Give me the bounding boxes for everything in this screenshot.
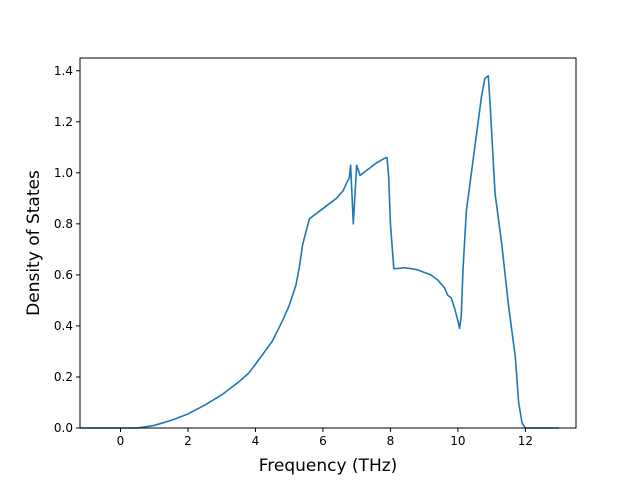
y-tick-label: 0.2 <box>54 370 73 384</box>
y-tick-label: 0.6 <box>54 268 73 282</box>
x-tick-label: 0 <box>117 434 125 448</box>
x-tick-label: 4 <box>252 434 260 448</box>
x-axis-label: Frequency (THz) <box>259 456 398 476</box>
x-axis: 0 2 4 6 8 10 12 <box>117 428 533 448</box>
x-tick-label: 2 <box>184 434 192 448</box>
plot-area <box>80 75 560 429</box>
dos-line-series-0 <box>80 75 560 429</box>
y-tick-label: 0.8 <box>54 217 73 231</box>
x-tick-label: 12 <box>518 434 533 448</box>
x-tick-label: 8 <box>387 434 395 448</box>
y-axis-label: Density of States <box>24 170 44 316</box>
axes-frame <box>79 57 577 429</box>
y-tick-label: 1.2 <box>54 115 73 129</box>
y-tick-label: 0.4 <box>54 319 73 333</box>
y-tick-label: 1.4 <box>54 64 73 78</box>
y-tick-label: 1.0 <box>54 166 73 180</box>
x-tick-label: 10 <box>450 434 465 448</box>
y-tick-label: 0.0 <box>54 421 73 435</box>
y-axis: 0.0 0.2 0.4 0.6 0.8 1.0 1.2 1.4 <box>54 64 80 435</box>
x-tick-label: 6 <box>319 434 327 448</box>
